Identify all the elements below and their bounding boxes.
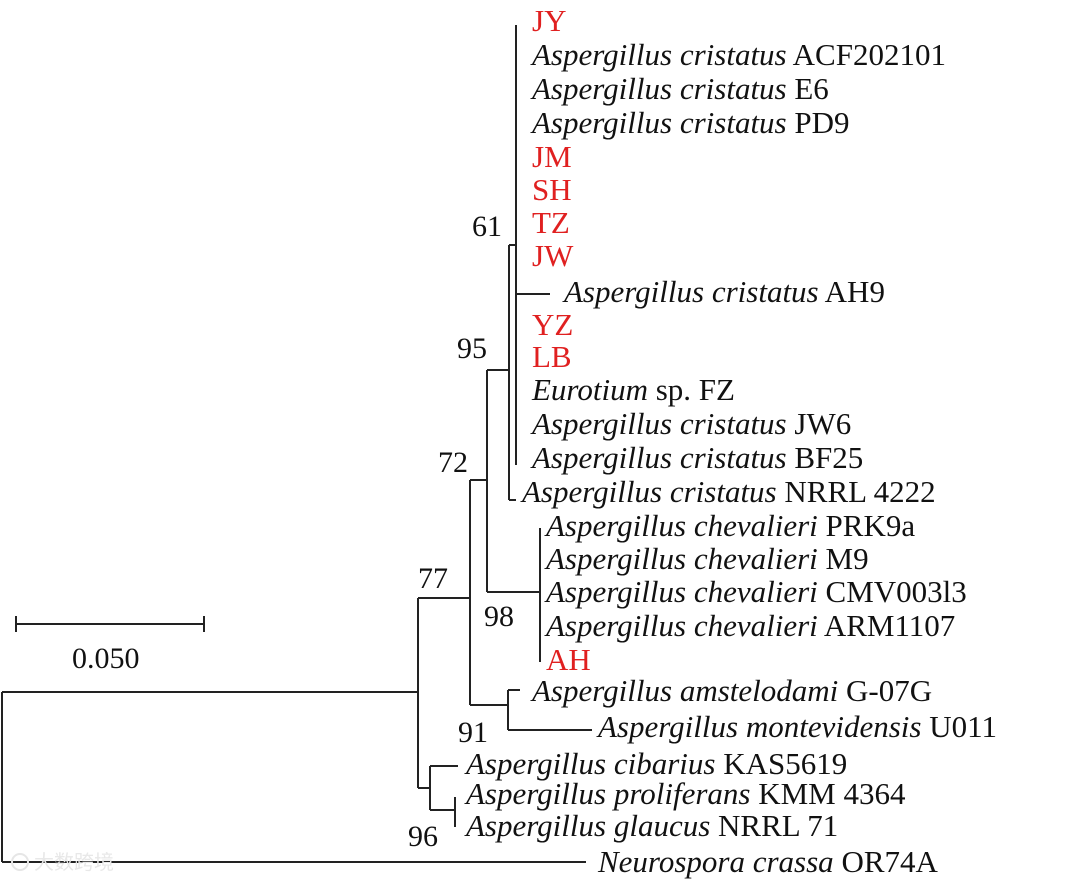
taxon-label: AH [546,642,591,677]
taxon-label: Aspergillus amstelodami G-07G [530,673,932,708]
taxon-label: Aspergillus cristatus E6 [530,71,829,106]
taxon-label: Aspergillus proliferans KMM 4364 [464,776,906,811]
bootstrap-label: 98 [484,600,514,633]
bootstrap-label: 95 [457,332,487,365]
taxon-label: Aspergillus chevalieri ARM1107 [544,608,955,643]
bootstrap-values: 61 95 72 77 98 91 96 [408,210,514,853]
taxon-label: TZ [532,205,570,240]
tree-branches [1,25,592,863]
taxon-label: Aspergillus cibarius KAS5619 [464,746,847,781]
taxon-label: SH [532,172,572,207]
taxon-label: Aspergillus cristatus PD9 [530,105,850,140]
taxon-label: Aspergillus cristatus NRRL 4222 [520,474,936,509]
taxon-label: YZ [532,307,573,342]
bootstrap-label: 91 [458,716,488,749]
bootstrap-label: 96 [408,820,438,853]
bootstrap-label: 72 [438,446,468,479]
watermark-text: 大数跨境 [34,850,114,874]
taxon-label: Aspergillus cristatus BF25 [530,440,863,475]
watermark: 大数跨境 [11,850,114,874]
taxon-label: Aspergillus cristatus JW6 [530,406,851,441]
scale-bar [15,616,205,632]
taxon-label: LB [532,339,572,374]
taxon-labels: JY Aspergillus cristatus ACF202101 Asper… [464,3,997,879]
taxon-label: Aspergillus cristatus AH9 [562,274,885,309]
taxon-label: Aspergillus chevalieri PRK9a [544,508,915,543]
bootstrap-label: 61 [472,210,502,243]
taxon-label: Neurospora crassa OR74A [597,844,939,879]
taxon-label: JM [532,139,572,174]
taxon-label: Aspergillus glaucus NRRL 71 [464,808,838,843]
taxon-label: Aspergillus chevalieri M9 [544,541,869,576]
taxon-label: Aspergillus montevidensis U011 [596,709,997,744]
taxon-label: JY [532,3,566,38]
taxon-label: JW [532,238,574,273]
taxon-label: Aspergillus cristatus ACF202101 [530,37,946,72]
root-stem [1,691,586,863]
taxon-label: Aspergillus chevalieri CMV003l3 [544,574,967,609]
taxon-label: Eurotium sp. FZ [531,372,735,407]
scale-bar-label: 0.050 [72,642,140,675]
watermark-logo-icon [11,853,29,871]
bootstrap-label: 77 [418,562,448,595]
